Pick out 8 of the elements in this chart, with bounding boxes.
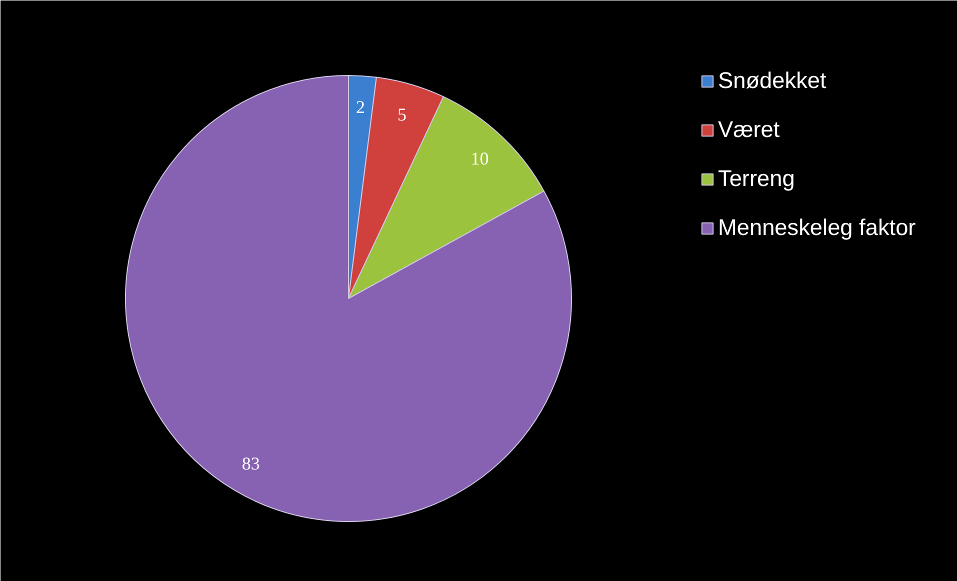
data-label: 2	[356, 97, 366, 118]
legend-label: Snødekket	[718, 67, 826, 94]
legend-label: Menneskeleg faktor	[718, 214, 916, 241]
legend-label: Terreng	[718, 165, 795, 192]
data-label: 83	[242, 454, 260, 474]
legend-label: Været	[718, 116, 780, 143]
data-label: 5	[398, 104, 407, 124]
data-label: 10	[470, 148, 489, 169]
